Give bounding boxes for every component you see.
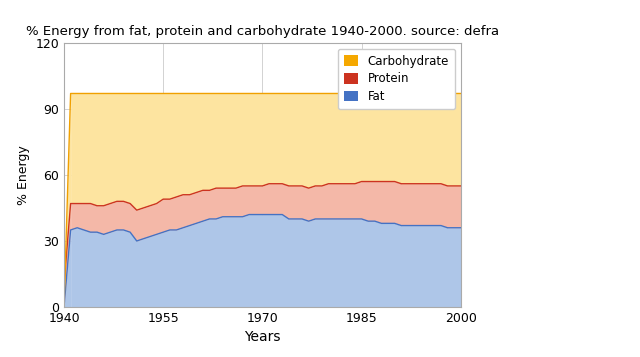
Y-axis label: % Energy: % Energy bbox=[17, 145, 30, 205]
Title: % Energy from fat, protein and carbohydrate 1940-2000. source: defra: % Energy from fat, protein and carbohydr… bbox=[26, 25, 499, 37]
X-axis label: Years: Years bbox=[244, 331, 281, 345]
Legend: Carbohydrate, Protein, Fat: Carbohydrate, Protein, Fat bbox=[338, 49, 455, 109]
